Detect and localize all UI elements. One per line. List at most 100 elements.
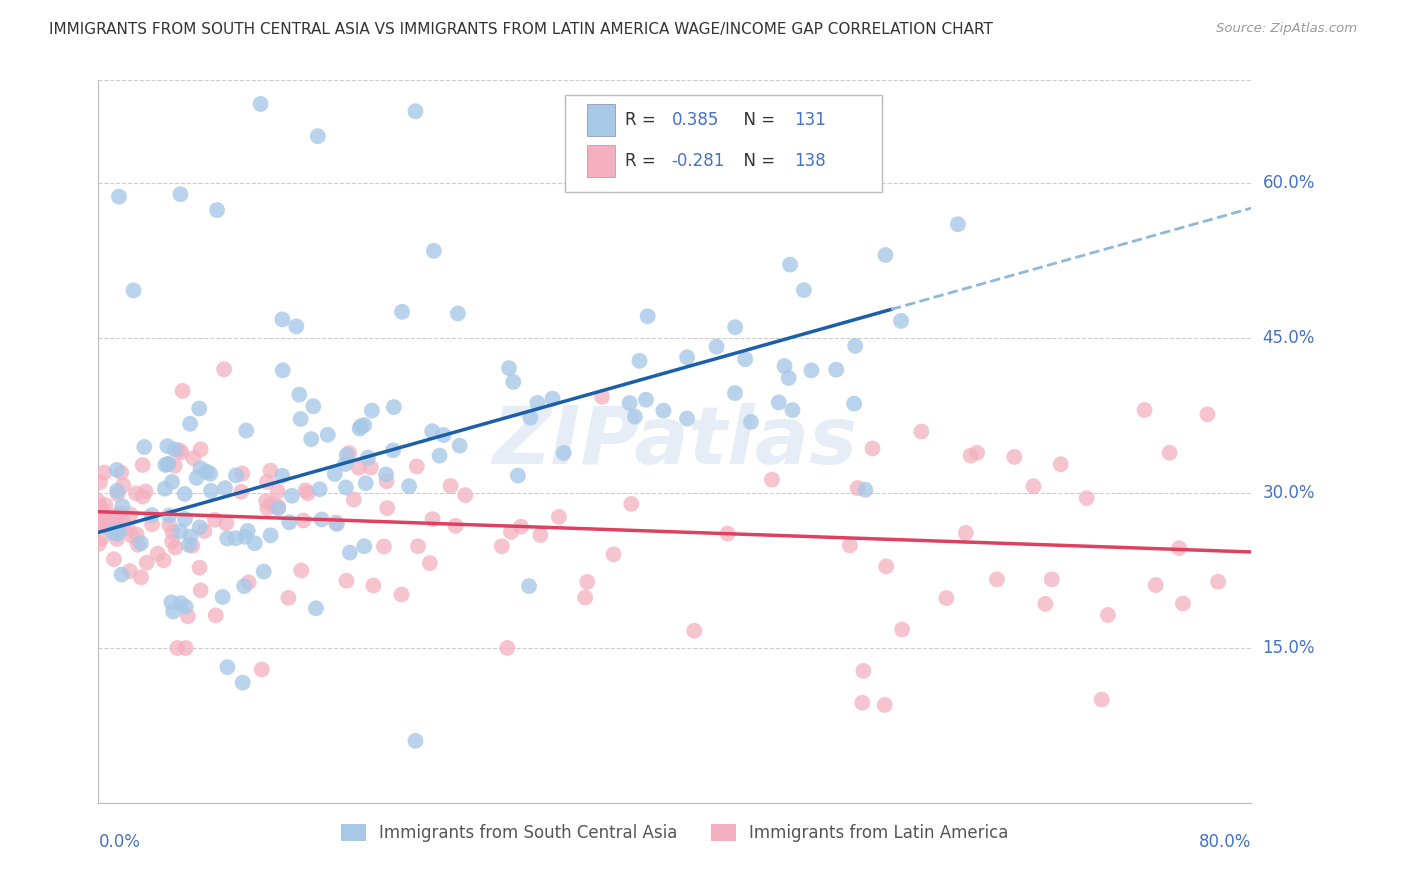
- Point: [966, 446, 988, 460]
- Point: [156, 439, 179, 453]
- Point: [624, 409, 647, 424]
- Point: [294, 483, 316, 498]
- Point: [111, 499, 134, 513]
- Point: [498, 361, 520, 376]
- Point: [172, 384, 194, 398]
- Point: [297, 486, 319, 500]
- Text: Source: ZipAtlas.com: Source: ZipAtlas.com: [1216, 22, 1357, 36]
- Point: [391, 305, 413, 319]
- Point: [235, 424, 257, 438]
- Point: [89, 475, 111, 490]
- Point: [179, 417, 201, 431]
- Point: [232, 675, 254, 690]
- Point: [98, 519, 121, 533]
- Point: [890, 314, 912, 328]
- Legend: Immigrants from South Central Asia, Immigrants from Latin America: Immigrants from South Central Asia, Immi…: [335, 817, 1015, 848]
- Point: [217, 532, 239, 546]
- Text: -0.281: -0.281: [672, 153, 725, 170]
- Point: [156, 457, 179, 471]
- Point: [105, 526, 128, 541]
- Point: [105, 483, 128, 498]
- Point: [107, 487, 129, 501]
- Point: [1002, 450, 1025, 464]
- Point: [233, 530, 256, 544]
- Point: [141, 517, 163, 532]
- Point: [165, 541, 187, 555]
- Point: [271, 363, 294, 377]
- Point: [211, 590, 233, 604]
- Point: [215, 516, 238, 531]
- Point: [373, 540, 395, 554]
- Point: [576, 574, 599, 589]
- Point: [101, 525, 124, 540]
- Point: [288, 387, 311, 401]
- Point: [290, 412, 312, 426]
- Point: [135, 484, 157, 499]
- FancyBboxPatch shape: [565, 95, 883, 193]
- Point: [360, 403, 382, 417]
- Point: [233, 579, 256, 593]
- Point: [779, 258, 801, 272]
- Point: [553, 446, 575, 460]
- Point: [423, 244, 446, 258]
- Point: [90, 531, 112, 545]
- Point: [652, 403, 675, 417]
- Point: [302, 399, 325, 413]
- Point: [131, 458, 153, 472]
- Point: [181, 539, 204, 553]
- Point: [350, 419, 373, 434]
- Point: [105, 508, 128, 522]
- Point: [429, 449, 451, 463]
- Point: [1168, 541, 1191, 556]
- Point: [160, 534, 183, 549]
- Point: [955, 525, 977, 540]
- Point: [353, 418, 375, 433]
- Point: [734, 352, 756, 367]
- Point: [250, 663, 273, 677]
- Point: [676, 350, 699, 364]
- Point: [335, 574, 357, 588]
- Point: [778, 371, 800, 385]
- Point: [852, 664, 875, 678]
- Point: [405, 104, 427, 119]
- Point: [502, 375, 524, 389]
- Point: [183, 451, 205, 466]
- Point: [267, 484, 290, 499]
- Point: [398, 479, 420, 493]
- Point: [112, 516, 135, 531]
- Point: [121, 529, 143, 543]
- Text: N =: N =: [733, 111, 780, 128]
- Point: [87, 494, 110, 508]
- Point: [637, 310, 659, 324]
- Point: [153, 482, 176, 496]
- Point: [800, 363, 823, 377]
- Point: [127, 538, 149, 552]
- Point: [174, 512, 197, 526]
- Point: [267, 500, 290, 514]
- Point: [391, 587, 413, 601]
- Point: [169, 187, 191, 202]
- Point: [1035, 597, 1057, 611]
- Point: [620, 497, 643, 511]
- Point: [104, 511, 127, 525]
- Point: [129, 570, 152, 584]
- Text: ZIPatlas: ZIPatlas: [492, 402, 858, 481]
- Point: [439, 479, 461, 493]
- Point: [844, 339, 866, 353]
- Point: [676, 411, 699, 425]
- Point: [519, 410, 541, 425]
- Point: [170, 445, 193, 459]
- Point: [946, 217, 969, 231]
- Point: [163, 442, 186, 457]
- Point: [825, 362, 848, 376]
- Point: [506, 468, 529, 483]
- Point: [405, 734, 427, 748]
- Point: [420, 424, 443, 438]
- Point: [444, 518, 467, 533]
- Point: [271, 312, 294, 326]
- Point: [174, 599, 197, 614]
- Point: [225, 531, 247, 545]
- Point: [177, 609, 200, 624]
- Text: 0.0%: 0.0%: [98, 833, 141, 851]
- Point: [236, 524, 259, 538]
